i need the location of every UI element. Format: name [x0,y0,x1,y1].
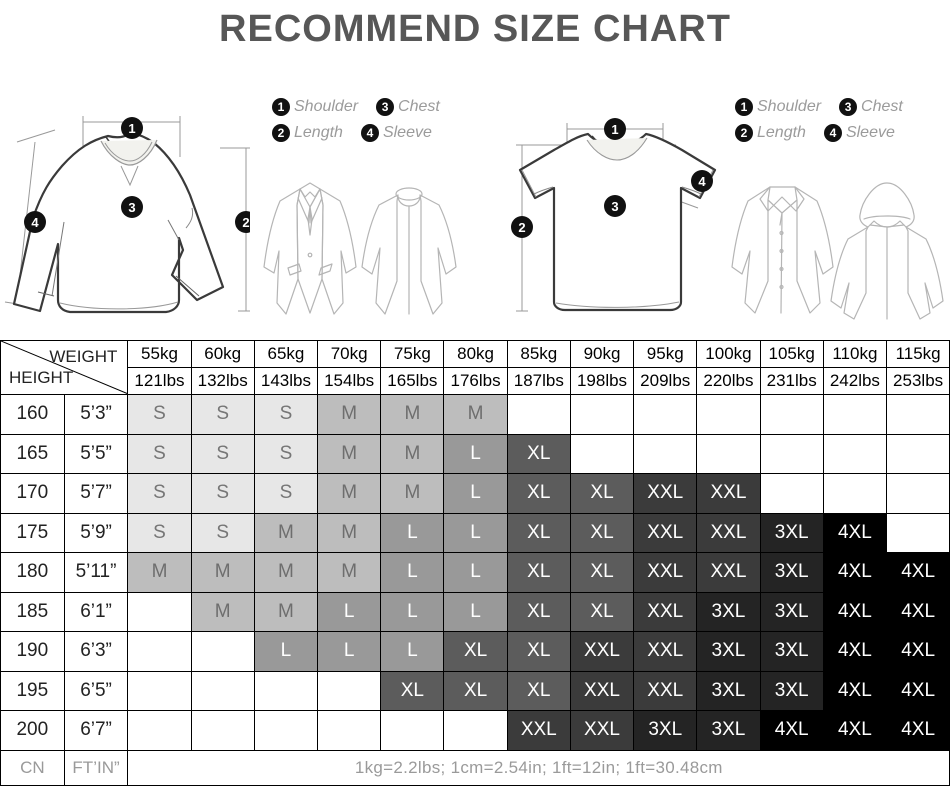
svg-text:4: 4 [698,174,706,189]
svg-text:2: 2 [242,215,249,230]
svg-text:3: 3 [128,200,135,215]
svg-text:1: 1 [128,121,135,136]
svg-text:2: 2 [518,220,525,235]
svg-text:1: 1 [611,122,618,137]
svg-text:3: 3 [611,199,618,214]
svg-text:4: 4 [31,215,39,230]
